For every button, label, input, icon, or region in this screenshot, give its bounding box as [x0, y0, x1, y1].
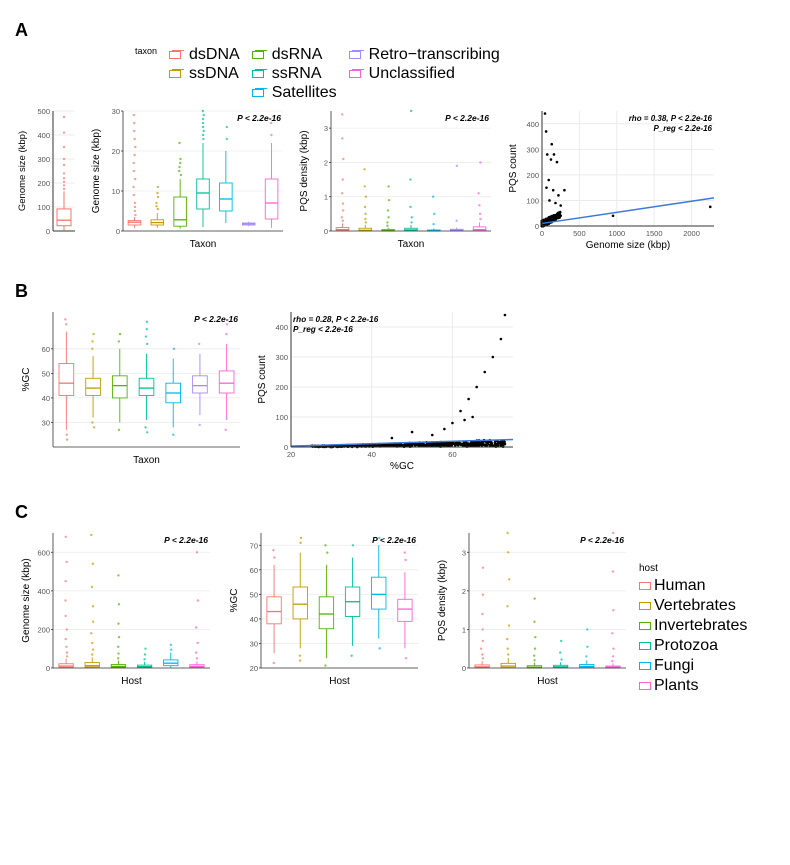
svg-text:100: 100: [275, 413, 288, 422]
svg-text:Taxon: Taxon: [133, 455, 160, 466]
svg-text:50: 50: [250, 590, 258, 599]
svg-text:3: 3: [324, 124, 328, 133]
chart-a-genome-narrow: 0 100 200 300 400 500 Genome size (kbp): [15, 106, 80, 256]
svg-text:Host: Host: [537, 676, 558, 687]
panel-c-label: C: [15, 502, 775, 523]
svg-text:500: 500: [37, 107, 50, 116]
svg-text:200: 200: [37, 179, 50, 188]
svg-text:Genome size (kbp): Genome size (kbp): [17, 131, 28, 211]
svg-text:30: 30: [42, 418, 50, 427]
svg-text:70: 70: [250, 541, 258, 550]
chart-a-scatter-genome: 0 100 200 300 400 0 500 1000 1500 2000 PQS count Ge…: [504, 106, 724, 256]
chart-b-scatter-gc: 0100200300400204060PQS count%GCrho = 0.2…: [253, 307, 523, 477]
host-legend: hostHumanVertebratesInvertebratesProtozo…: [639, 563, 747, 697]
svg-text:60: 60: [42, 345, 50, 354]
svg-text:200: 200: [37, 625, 50, 634]
svg-text:P_reg < 2.2e-16: P_reg < 2.2e-16: [293, 325, 353, 334]
svg-text:40: 40: [368, 450, 376, 459]
svg-text:Genome size (kbp): Genome size (kbp): [586, 240, 670, 251]
svg-text:%GC: %GC: [21, 368, 32, 392]
svg-text:0: 0: [324, 227, 328, 236]
svg-text:Taxon: Taxon: [398, 239, 425, 250]
panel-c-row: 0200400600Genome size (kbp)HostP < 2.2e-…: [15, 528, 775, 698]
svg-text:40: 40: [42, 394, 50, 403]
svg-text:P < 2.2e-16: P < 2.2e-16: [445, 113, 489, 123]
svg-text:300: 300: [37, 155, 50, 164]
svg-text:20: 20: [250, 664, 258, 673]
chart-c-gc: 20 30 40 50 60 70 %GC Host P < 2.2e-16: [223, 528, 423, 698]
svg-text:100: 100: [526, 196, 539, 205]
svg-text:40: 40: [250, 615, 258, 624]
svg-text:0: 0: [46, 227, 50, 236]
chart-a-genome-taxa: 0 10 20 30 Genome size (kbp) Taxon P < 2.2e-16: [88, 106, 288, 256]
svg-text:P < 2.2e-16: P < 2.2e-16: [164, 535, 208, 545]
chart-c-pqs-density: 0 1 2 3 PQS density (kbp) Host P < 2.2e-16: [431, 528, 631, 698]
svg-text:50: 50: [42, 369, 50, 378]
svg-text:0: 0: [462, 664, 466, 673]
svg-text:400: 400: [526, 120, 539, 129]
svg-text:P < 2.2e-16: P < 2.2e-16: [372, 535, 416, 545]
svg-text:500: 500: [573, 229, 586, 238]
svg-text:300: 300: [526, 145, 539, 154]
svg-text:Genome size (kbp): Genome size (kbp): [91, 129, 102, 213]
svg-text:2: 2: [462, 587, 466, 596]
taxon-legend: taxondsDNAssDNAdsRNAssRNASatellitesRetro…: [135, 46, 775, 102]
svg-text:Genome size (kbp): Genome size (kbp): [21, 558, 32, 642]
svg-text:600: 600: [37, 548, 50, 557]
svg-text:10: 10: [112, 187, 120, 196]
svg-text:2000: 2000: [683, 229, 700, 238]
svg-text:rho = 0.38, P < 2.2e-16: rho = 0.38, P < 2.2e-16: [629, 114, 713, 123]
svg-text:rho = 0.28, P < 2.2e-16: rho = 0.28, P < 2.2e-16: [293, 315, 379, 324]
svg-text:1: 1: [462, 625, 466, 634]
svg-text:Taxon: Taxon: [190, 239, 217, 250]
svg-text:20: 20: [112, 147, 120, 156]
svg-text:PQS density (kbp): PQS density (kbp): [437, 560, 448, 641]
panel-a-row: 0100200300400500Genome size (kbp) 010203…: [15, 106, 775, 256]
svg-text:Host: Host: [329, 676, 350, 687]
svg-text:0: 0: [535, 222, 539, 231]
svg-text:20: 20: [287, 450, 295, 459]
svg-text:PQS density (kbp): PQS density (kbp): [299, 130, 310, 211]
svg-text:2: 2: [324, 158, 328, 167]
svg-text:0: 0: [46, 664, 50, 673]
svg-text:0: 0: [116, 227, 120, 236]
chart-b-gc-taxa: 30 40 50 60 %GC Taxon P < 2.2e-16: [15, 307, 245, 477]
svg-text:400: 400: [37, 587, 50, 596]
svg-text:%GC: %GC: [390, 461, 414, 472]
svg-text:P_reg < 2.2e-16: P_reg < 2.2e-16: [654, 124, 713, 133]
svg-text:P < 2.2e-16: P < 2.2e-16: [580, 535, 624, 545]
svg-text:60: 60: [448, 450, 456, 459]
svg-text:400: 400: [37, 131, 50, 140]
svg-text:200: 200: [526, 171, 539, 180]
svg-text:60: 60: [250, 566, 258, 575]
svg-text:100: 100: [37, 203, 50, 212]
svg-text:PQS count: PQS count: [257, 355, 268, 404]
svg-text:PQS count: PQS count: [508, 144, 519, 193]
chart-c-genome-size: 0 200 400 600 Genome size (kbp) Host P < 2.2e-…: [15, 528, 215, 698]
svg-text:3: 3: [462, 548, 466, 557]
svg-text:30: 30: [112, 107, 120, 116]
svg-text:Host: Host: [121, 676, 142, 687]
svg-text:1: 1: [324, 193, 328, 202]
panel-b-row: 30405060%GCTaxonP < 2.2e-16 010020030040…: [15, 307, 775, 477]
chart-a-pqs-density: 0 1 2 3 PQS density (kbp) Taxon P < 2.2e-16: [296, 106, 496, 256]
svg-text:200: 200: [275, 383, 288, 392]
svg-text:300: 300: [275, 353, 288, 362]
svg-text:1000: 1000: [608, 229, 625, 238]
svg-text:1500: 1500: [646, 229, 663, 238]
svg-text:0: 0: [540, 229, 544, 238]
svg-text:P < 2.2e-16: P < 2.2e-16: [194, 314, 238, 324]
panel-a-label: A: [15, 20, 775, 41]
panel-b-label: B: [15, 281, 775, 302]
svg-text:400: 400: [275, 323, 288, 332]
svg-text:30: 30: [250, 639, 258, 648]
svg-text:P < 2.2e-16: P < 2.2e-16: [237, 113, 281, 123]
svg-text:%GC: %GC: [229, 589, 240, 613]
